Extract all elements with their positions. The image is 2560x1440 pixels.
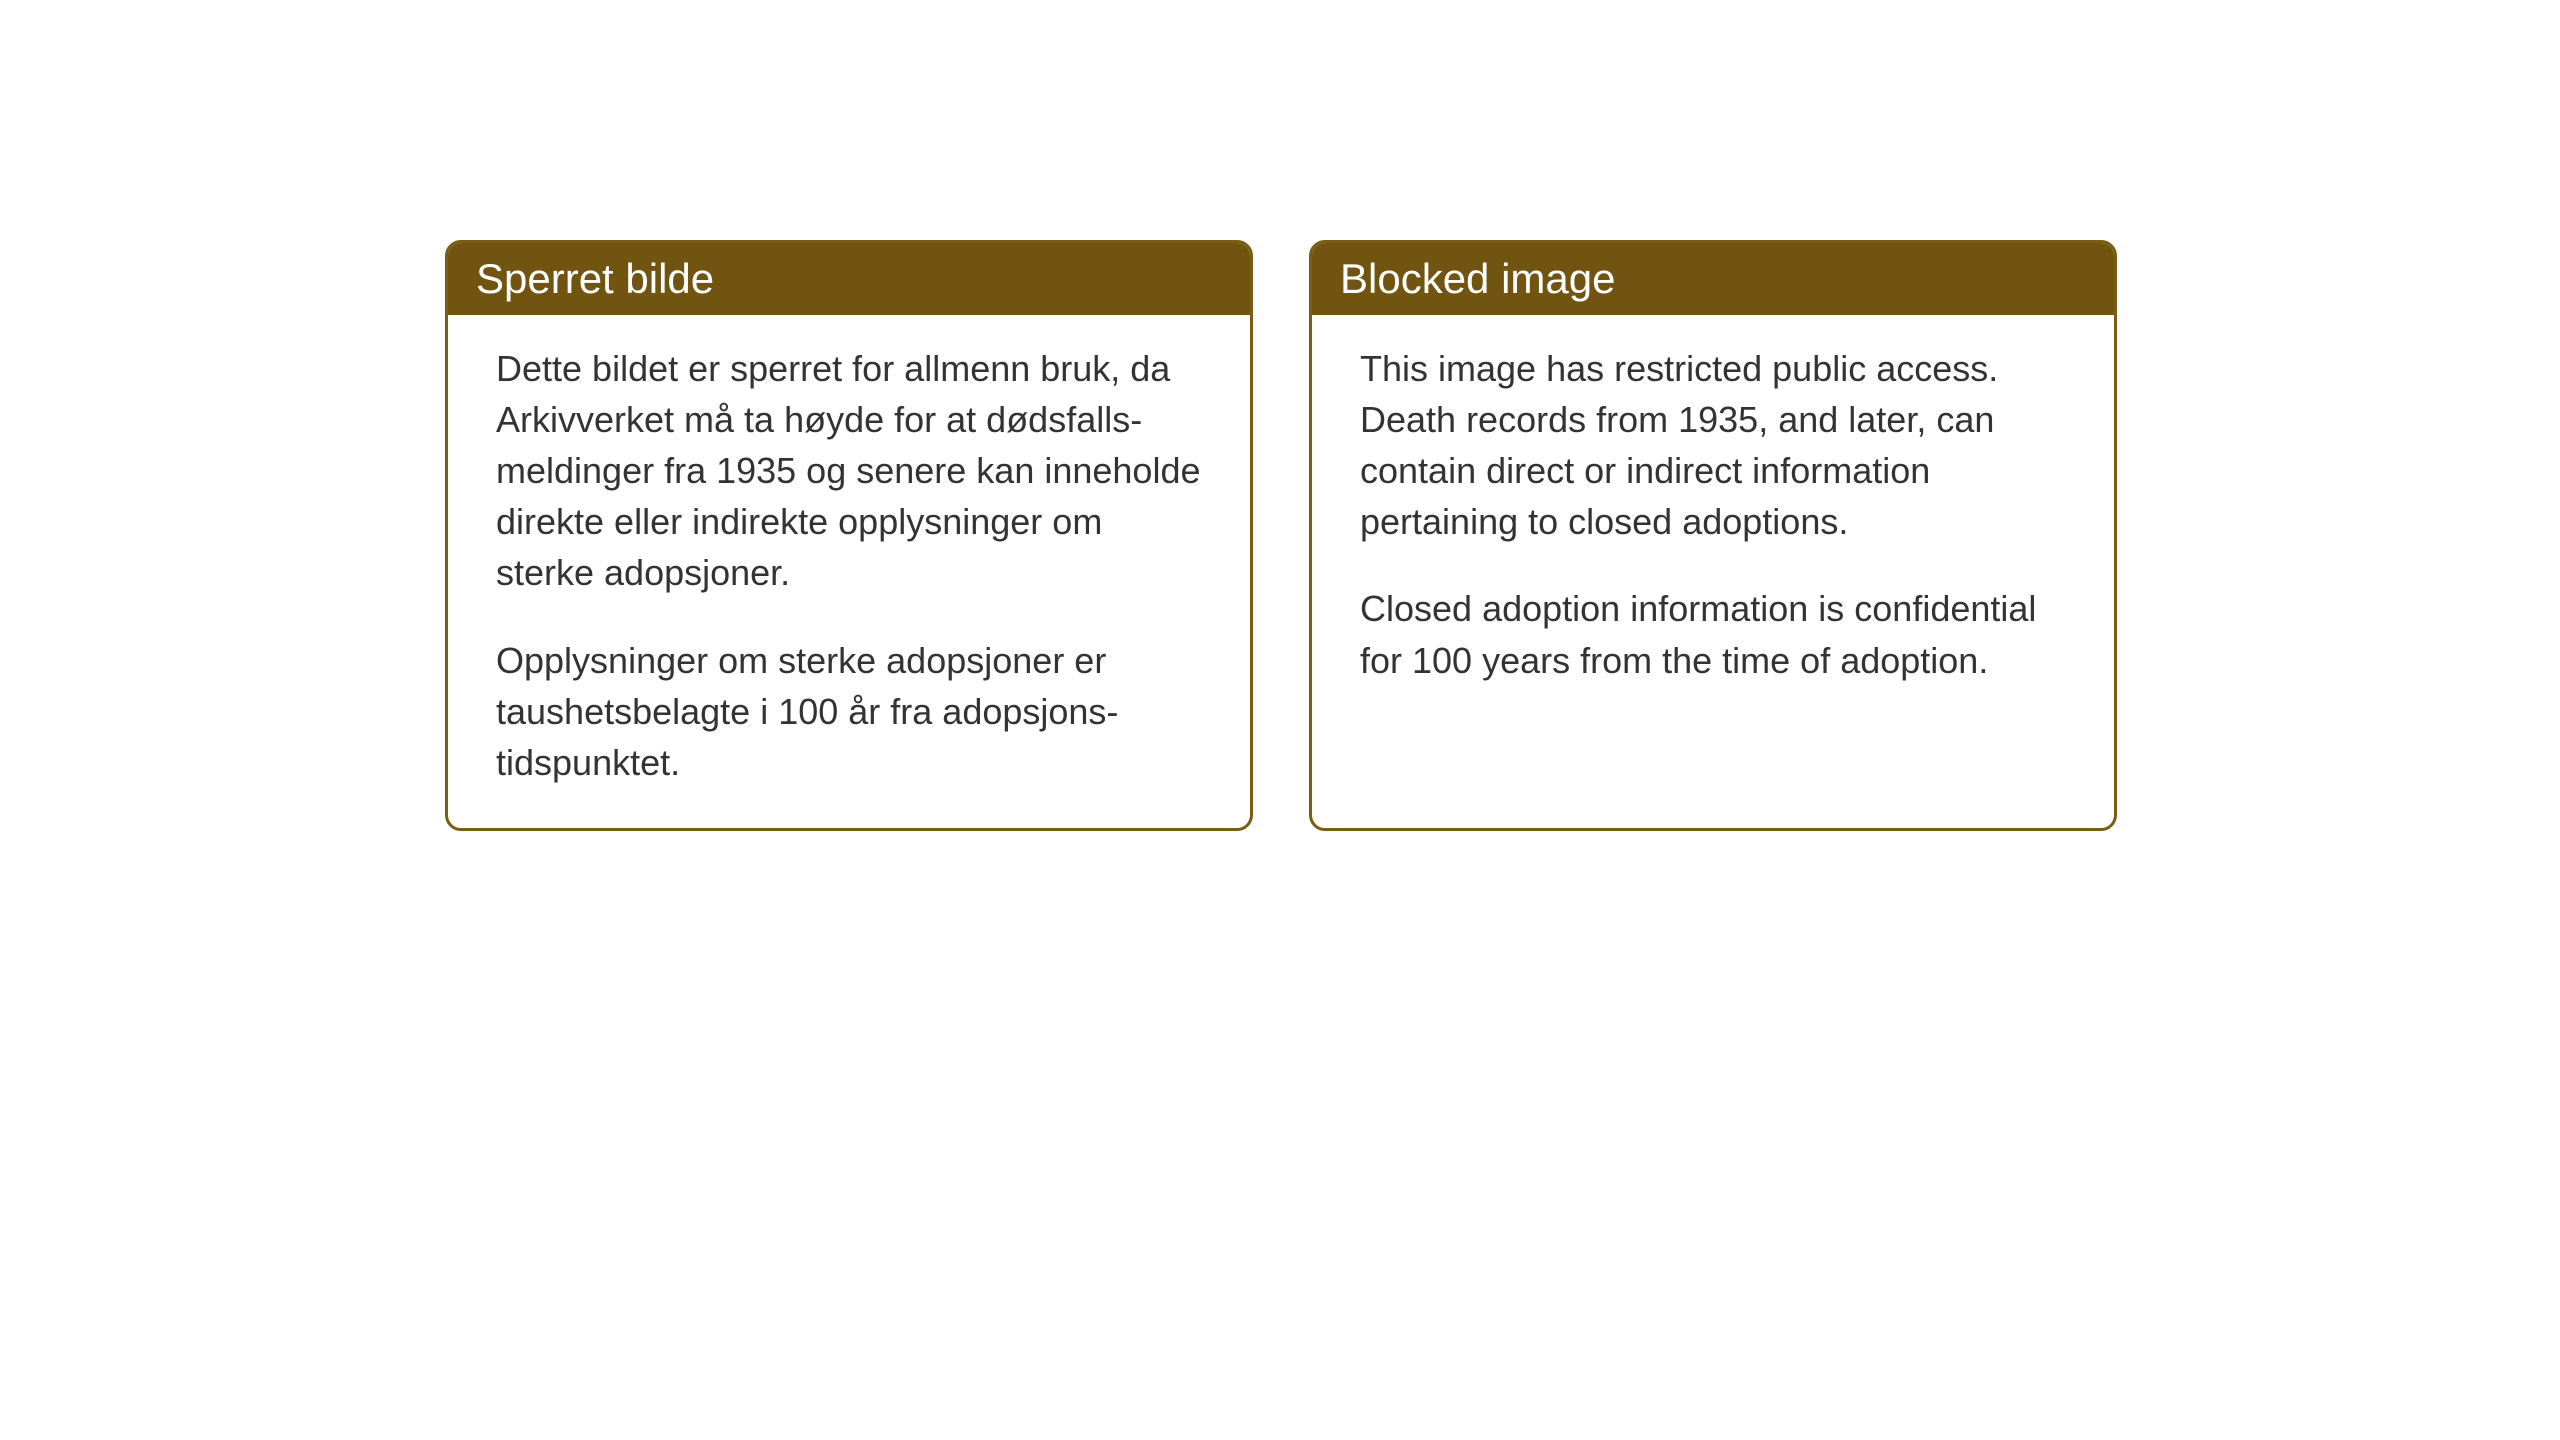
cards-container: Sperret bilde Dette bildet er sperret fo… [445,240,2117,831]
english-paragraph-1: This image has restricted public access.… [1360,343,2066,547]
norwegian-card-title: Sperret bilde [448,243,1250,315]
english-card-title: Blocked image [1312,243,2114,315]
norwegian-paragraph-1: Dette bildet er sperret for allmenn bruk… [496,343,1202,599]
norwegian-card-body: Dette bildet er sperret for allmenn bruk… [448,315,1250,828]
norwegian-paragraph-2: Opplysninger om sterke adopsjoner er tau… [496,635,1202,788]
english-card: Blocked image This image has restricted … [1309,240,2117,831]
norwegian-card: Sperret bilde Dette bildet er sperret fo… [445,240,1253,831]
english-card-body: This image has restricted public access.… [1312,315,2114,726]
english-paragraph-2: Closed adoption information is confident… [1360,583,2066,685]
